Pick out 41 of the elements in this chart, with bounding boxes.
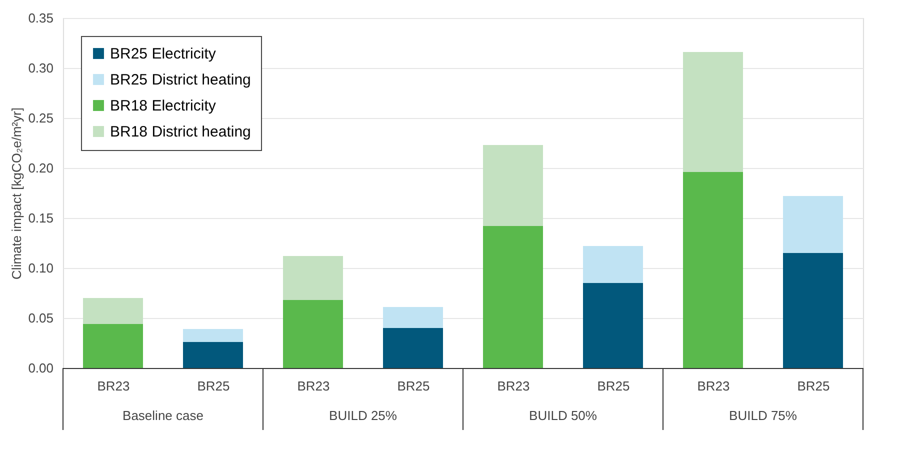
legend-label: BR25 District heating [110,72,251,88]
bar [183,342,243,368]
y-tick-label: 0.20 [28,160,54,176]
x-tick-label: BR23 [697,378,730,394]
bar [283,256,343,300]
y-tick-label: 0.30 [28,60,54,76]
y-tick-label: 0.00 [28,360,54,376]
y-tick-label: 0.35 [28,10,54,26]
bar [383,328,443,368]
y-tick-label: 0.25 [28,110,54,126]
y-tick-label: 0.15 [28,210,54,226]
x-tick-label: BR23 [97,378,130,394]
bar [183,329,243,342]
bar [583,246,643,283]
bar [583,283,643,368]
x-tick-label: BR25 [397,378,430,394]
legend-label: BR18 Electricity [110,98,216,114]
y-axis-title: Climate impact [kgCO₂e/m²yr] [9,108,24,280]
text: BUILD 75% [729,408,798,423]
x-tick-label: BR25 [197,378,230,394]
bar [683,172,743,368]
x-tick-label: BR23 [297,378,330,394]
bar [783,253,843,368]
bar [283,300,343,368]
bar [483,145,543,226]
legend-label: BR25 Electricity [110,46,216,62]
y-tick-label: 0.10 [28,260,54,276]
text: BUILD 50% [529,408,598,423]
x-tick-label: BR25 [797,378,830,394]
bar [783,196,843,253]
bar [383,307,443,328]
text: Baseline case [122,408,204,423]
x-tick-label: BR25 [597,378,630,394]
y-tick-label: 0.05 [28,310,54,326]
text: BUILD 25% [329,408,398,423]
bar [83,324,143,368]
bar [683,52,743,172]
bar [483,226,543,368]
bar [83,298,143,324]
x-tick-label: BR23 [497,378,530,394]
legend-label: BR18 District heating [110,124,251,140]
